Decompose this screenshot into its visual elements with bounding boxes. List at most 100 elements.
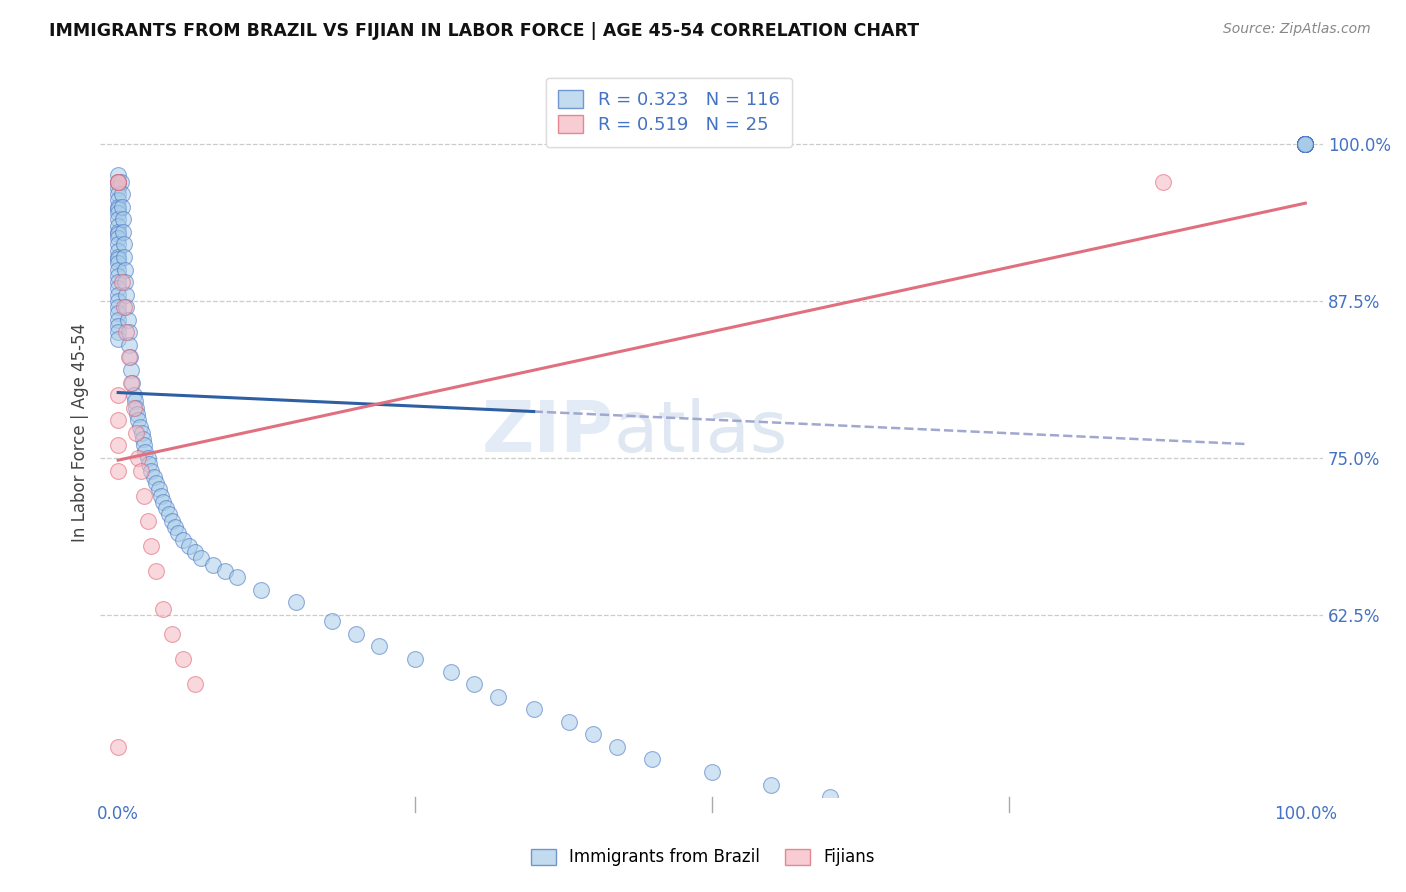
Point — [129, 463, 152, 477]
Point — [107, 194, 129, 208]
Point — [107, 256, 129, 270]
Point — [149, 489, 172, 503]
Point — [107, 300, 129, 314]
Point — [120, 376, 142, 390]
Point — [145, 476, 167, 491]
Text: ZIP: ZIP — [482, 399, 614, 467]
Point — [132, 432, 155, 446]
Point — [463, 677, 485, 691]
Point — [107, 175, 129, 189]
Point — [155, 501, 177, 516]
Point — [115, 287, 138, 301]
Point — [148, 483, 170, 497]
Point — [131, 425, 153, 440]
Point — [107, 175, 129, 189]
Point — [107, 388, 129, 402]
Point — [107, 175, 129, 189]
Point — [107, 413, 129, 427]
Point — [107, 293, 129, 308]
Point — [879, 803, 901, 817]
Point — [111, 275, 134, 289]
Point — [122, 401, 145, 415]
Point — [107, 281, 129, 295]
Point — [125, 425, 148, 440]
Point — [124, 394, 146, 409]
Point — [118, 351, 141, 365]
Point — [136, 450, 159, 465]
Point — [107, 206, 129, 220]
Point — [368, 640, 391, 654]
Point — [107, 227, 129, 242]
Point — [118, 326, 141, 340]
Point — [117, 312, 139, 326]
Point — [107, 312, 129, 326]
Point — [160, 627, 183, 641]
Point — [938, 815, 960, 830]
Point — [997, 828, 1019, 842]
Point — [1175, 853, 1198, 867]
Point — [439, 665, 461, 679]
Point — [107, 287, 129, 301]
Point — [700, 764, 723, 779]
Point — [582, 727, 605, 741]
Point — [166, 526, 188, 541]
Point — [127, 407, 149, 421]
Point — [1294, 136, 1316, 151]
Text: atlas: atlas — [614, 399, 789, 467]
Point — [107, 225, 129, 239]
Point — [1294, 136, 1316, 151]
Point — [127, 413, 149, 427]
Point — [107, 252, 129, 267]
Point — [641, 752, 664, 766]
Point — [122, 388, 145, 402]
Point — [190, 551, 212, 566]
Point — [112, 237, 135, 252]
Point — [179, 539, 201, 553]
Point — [107, 244, 129, 258]
Point — [165, 520, 187, 534]
Point — [128, 419, 150, 434]
Point — [1234, 878, 1257, 892]
Text: Source: ZipAtlas.com: Source: ZipAtlas.com — [1223, 22, 1371, 37]
Point — [157, 508, 180, 522]
Point — [111, 200, 134, 214]
Point — [404, 652, 426, 666]
Point — [249, 582, 271, 597]
Point — [1294, 136, 1316, 151]
Point — [606, 739, 628, 754]
Point — [107, 262, 129, 277]
Point — [172, 652, 194, 666]
Point — [111, 187, 134, 202]
Point — [111, 212, 134, 227]
Point — [558, 714, 581, 729]
Point — [112, 300, 135, 314]
Point — [107, 319, 129, 334]
Point — [1294, 136, 1316, 151]
Point — [114, 262, 136, 277]
Point — [141, 539, 163, 553]
Point — [107, 212, 129, 227]
Point — [107, 202, 129, 217]
Point — [1294, 136, 1316, 151]
Point — [107, 200, 129, 214]
Point — [820, 790, 842, 805]
Point — [523, 702, 546, 716]
Point — [1294, 136, 1316, 151]
Point — [1294, 136, 1316, 151]
Point — [107, 219, 129, 233]
Y-axis label: In Labor Force | Age 45-54: In Labor Force | Age 45-54 — [72, 323, 89, 542]
Point — [107, 306, 129, 320]
Point — [107, 268, 129, 283]
Point — [107, 463, 129, 477]
Point — [107, 332, 129, 346]
Point — [125, 401, 148, 415]
Point — [321, 614, 343, 628]
Point — [1294, 136, 1316, 151]
Point — [152, 601, 174, 615]
Point — [1294, 136, 1316, 151]
Point — [112, 250, 135, 264]
Point — [1294, 136, 1316, 151]
Point — [107, 231, 129, 245]
Point — [202, 558, 225, 572]
Point — [1116, 840, 1139, 855]
